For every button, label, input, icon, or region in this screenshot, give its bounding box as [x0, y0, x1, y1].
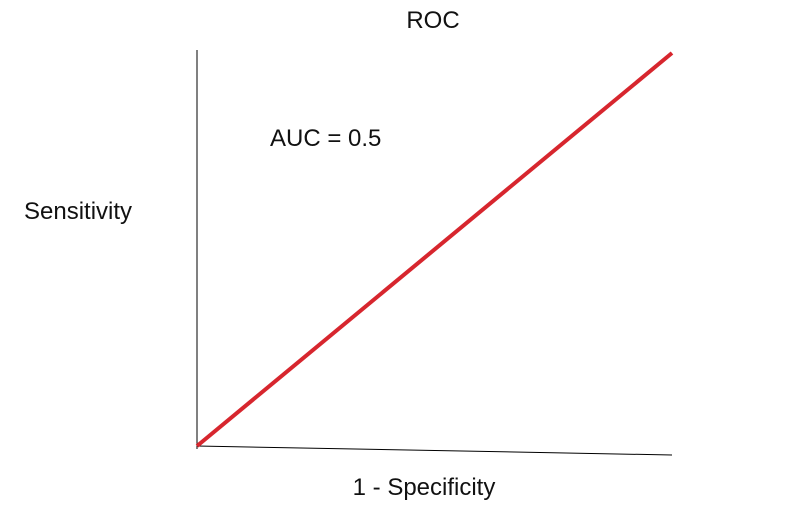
x-axis-line: [196, 445, 673, 456]
chart-title: ROC: [406, 7, 459, 34]
series-layer: [195, 51, 674, 448]
x-axis-label: 1 - Specificity: [353, 474, 496, 501]
annotation-auc: AUC = 0.5: [270, 125, 381, 152]
series-line-0: [195, 51, 674, 448]
y-axis-label: Sensitivity: [24, 198, 132, 225]
